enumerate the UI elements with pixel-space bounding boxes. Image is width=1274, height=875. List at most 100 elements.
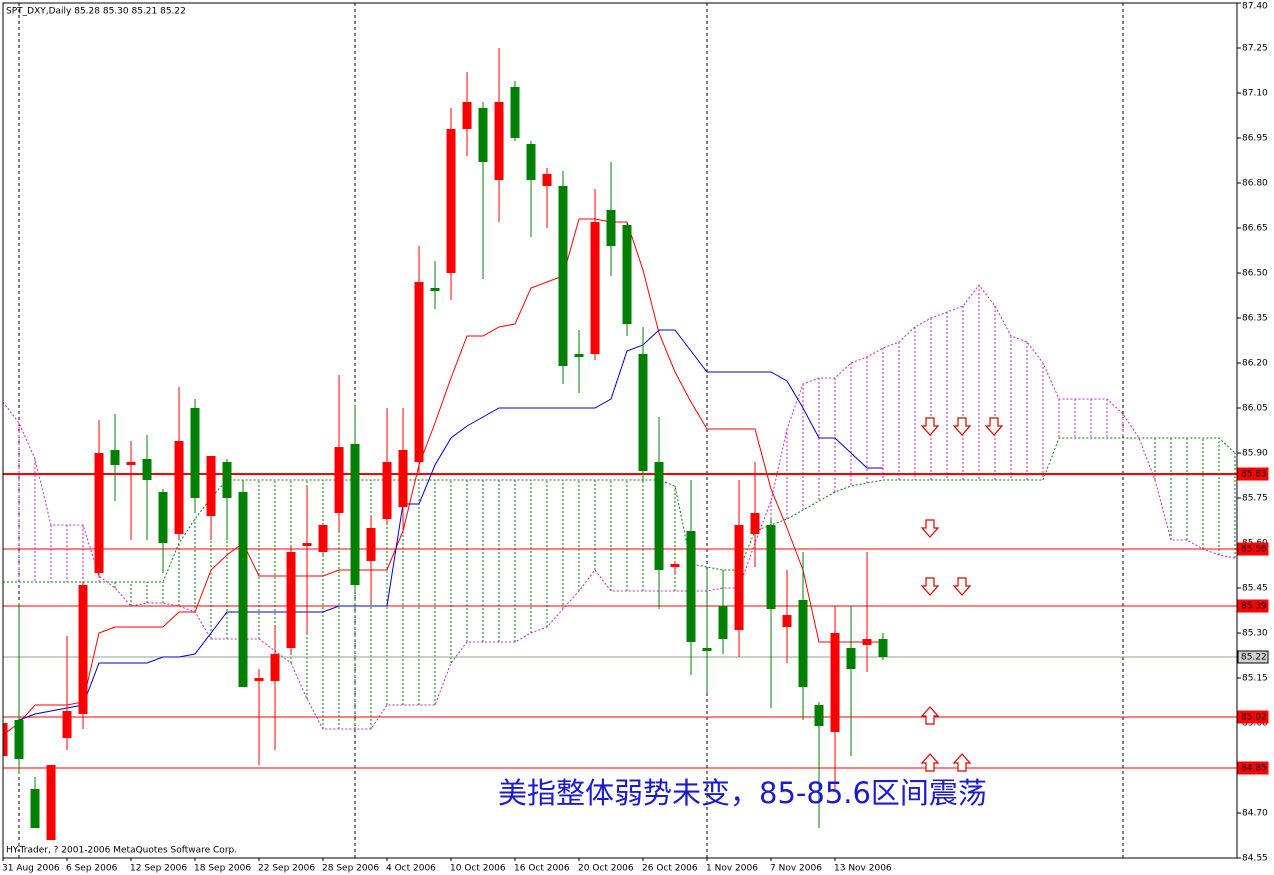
x-tick-label: 13 Nov 2006	[834, 864, 892, 874]
candle-body	[782, 615, 792, 627]
x-tick-label: 31 Aug 2006	[2, 864, 60, 874]
y-tick-label: 86.95	[1242, 134, 1268, 144]
down-arrow	[952, 417, 972, 436]
indicator-line	[3, 218, 883, 736]
candle-body	[398, 450, 408, 507]
y-tick-label: 85.90	[1242, 449, 1268, 459]
level-label: 85.02	[1241, 713, 1267, 723]
level-label: 85.58	[1241, 545, 1267, 555]
candle-body	[286, 552, 296, 648]
y-tick-label: 86.65	[1242, 224, 1268, 234]
candle-body	[382, 462, 392, 519]
copyright: HY-Trader, ? 2001-2006 MetaQuotes Softwa…	[6, 846, 237, 856]
candle-body	[254, 678, 264, 681]
candle-body	[798, 600, 808, 687]
candle-body	[78, 585, 88, 714]
level-label-box	[1237, 599, 1269, 613]
candle-body	[814, 705, 824, 726]
candle-body	[734, 525, 744, 630]
level-label-box	[1237, 710, 1269, 724]
y-tick-label: 87.25	[1242, 44, 1268, 54]
x-tick-label: 22 Sep 2006	[258, 864, 315, 874]
candle-body	[590, 222, 600, 354]
candle-body	[158, 492, 168, 543]
x-tick-label: 1 Nov 2006	[706, 864, 758, 874]
y-tick-label: 84.70	[1242, 809, 1268, 819]
candle-body	[718, 606, 728, 639]
x-tick-label: 10 Oct 2006	[450, 864, 506, 874]
candle-body	[574, 354, 584, 357]
y-tick-label: 84.55	[1242, 854, 1268, 864]
x-tick-label: 26 Oct 2006	[642, 864, 698, 874]
candle-body	[222, 462, 232, 498]
candle-body	[446, 129, 456, 273]
y-tick-label: 86.05	[1242, 404, 1268, 414]
x-tick-label: 7 Nov 2006	[770, 864, 822, 874]
candle-body	[750, 513, 760, 534]
up-arrow	[920, 753, 940, 772]
candle-body	[766, 525, 776, 609]
candle-body	[830, 633, 840, 732]
candle-body	[702, 648, 712, 651]
candle-body	[654, 462, 664, 570]
candle-body	[14, 720, 24, 759]
x-tick-label: 4 Oct 2006	[386, 864, 436, 874]
level-label-box	[1237, 650, 1269, 664]
candle-body	[414, 282, 424, 462]
y-tick-label: 85.45	[1242, 584, 1268, 594]
candle-body	[862, 639, 872, 645]
down-arrow	[984, 417, 1004, 436]
level-label: 84.85	[1241, 764, 1267, 774]
candle-body	[366, 528, 376, 561]
candle-body	[142, 459, 152, 480]
plot-area	[3, 3, 1237, 858]
candle-body	[462, 102, 472, 129]
x-tick-label: 18 Sep 2006	[194, 864, 251, 874]
candle-body	[126, 462, 136, 465]
y-tick-label: 86.80	[1242, 179, 1268, 189]
candle-body	[62, 711, 72, 738]
y-tick-label: 86.35	[1242, 314, 1268, 324]
down-arrow	[920, 417, 940, 436]
x-tick-label: 16 Oct 2006	[514, 864, 570, 874]
candle-body	[46, 765, 56, 840]
candle-body	[334, 447, 344, 513]
y-tick-label: 85.75	[1242, 494, 1268, 504]
level-label: 85.22	[1241, 653, 1267, 663]
candle-body	[478, 108, 488, 162]
candle-body	[238, 492, 248, 687]
candle-body	[526, 144, 536, 180]
candle-body	[3, 723, 8, 756]
x-tick-label: 6 Sep 2006	[66, 864, 118, 874]
y-tick-label: 85.15	[1242, 674, 1268, 684]
y-tick-label: 86.50	[1242, 269, 1268, 279]
candle-body	[542, 174, 552, 186]
up-arrow	[952, 753, 972, 772]
level-label: 85.39	[1241, 602, 1267, 612]
down-arrow	[952, 577, 972, 596]
candle-body	[878, 639, 888, 657]
candle-body	[606, 210, 616, 246]
down-arrow	[920, 577, 940, 596]
down-arrow	[920, 519, 940, 538]
up-arrow	[920, 706, 940, 725]
signal-arrows	[920, 417, 1004, 772]
level-label-box	[1237, 761, 1269, 775]
candle-body	[302, 543, 312, 546]
chart-title: SPT_DXY,Daily 85.28 85.30 85.21 85.22	[6, 7, 186, 17]
candle-body	[350, 444, 360, 585]
candle-body	[846, 648, 856, 669]
x-tick-label: 20 Oct 2006	[578, 864, 634, 874]
plot-border	[2, 2, 1238, 859]
candle-body	[670, 564, 680, 567]
annotation: 美指整体弱势未变，85-85.6区间震荡	[498, 776, 987, 810]
candle-body	[174, 441, 184, 534]
candle-body	[270, 654, 280, 681]
candle-body	[686, 531, 696, 642]
candle-body	[30, 789, 40, 828]
candle-body	[94, 453, 104, 573]
y-tick-label: 87.40	[1242, 2, 1268, 12]
indicator-line	[18, 329, 883, 721]
